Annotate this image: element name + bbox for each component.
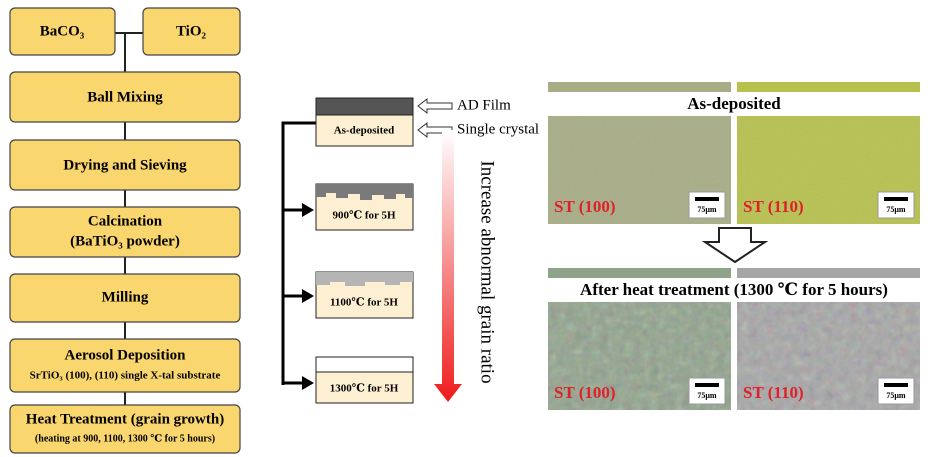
bracket: [281, 121, 316, 385]
ad-film: [315, 97, 414, 116]
image-label: ST (110): [743, 383, 804, 402]
step-title: Aerosol Deposition: [65, 347, 187, 363]
sample-label: As-deposited: [334, 125, 395, 137]
scale-bar-box: [877, 377, 915, 405]
scale-bar-box: [877, 191, 915, 219]
scale-bar-label: 75μm: [886, 205, 906, 214]
input-label: TiO₂: [176, 23, 207, 39]
step-box: [9, 139, 241, 191]
step-title: Calcination: [88, 213, 163, 229]
group-title: After heat treatment (1300 ℃ for 5 hours…: [580, 280, 888, 299]
step-box: [9, 404, 241, 454]
step-title: Milling: [102, 289, 149, 305]
image-label: ST (110): [743, 197, 804, 216]
scale-bar-label: 75μm: [697, 391, 717, 400]
ad-film: [316, 272, 413, 286]
sample-label: 900℃ for 5H: [332, 210, 396, 222]
ad-film: [316, 184, 413, 200]
step-subtitle: SrTiO₃ (100), (110) single X-tal substra…: [30, 370, 221, 382]
trend-label: Increase abnormal grain ratio: [477, 160, 498, 383]
step-title: Drying and Sieving: [63, 157, 187, 173]
image-label: ST (100): [554, 383, 616, 402]
micrographs: ST (100) 75μm ST (110) 75μm As-deposited ST (…: [548, 82, 920, 410]
layer-label: Single crystal: [457, 121, 539, 137]
scale-bar-label: 75μm: [697, 205, 717, 214]
flowchart: [115, 32, 143, 405]
sample-label: 1300℃ for 5H: [330, 383, 399, 395]
image-strip: [737, 82, 920, 92]
input-label: BaCO₃: [40, 23, 85, 39]
step-title: Ball Mixing: [87, 89, 163, 105]
step-box: [9, 206, 241, 258]
image-strip: [737, 268, 920, 278]
scale-bar-box: [688, 191, 726, 219]
step-subtitle: (BaTiO₃ powder): [70, 233, 180, 249]
arrow-heads: [302, 203, 314, 390]
scale-bar-box: [688, 377, 726, 405]
input-box: [142, 7, 241, 56]
image-strip: [548, 82, 731, 92]
substrate: [315, 114, 414, 147]
step-box: [9, 273, 241, 323]
step-box: [9, 71, 241, 123]
group-title: As-deposited: [687, 94, 781, 113]
image-label: ST (100): [554, 197, 616, 216]
down-arrow: [701, 227, 769, 264]
hollow-arrow: [417, 97, 453, 139]
image-strip: [548, 268, 731, 278]
layer-label: AD Film: [457, 97, 511, 113]
step-box: [9, 338, 241, 393]
sample-label: 1100℃ for 5H: [330, 297, 398, 309]
trend-arrow: [434, 130, 462, 402]
step-title: Heat Treatment (grain growth): [26, 411, 224, 427]
ad-film: [315, 356, 414, 373]
step-subtitle: (heating at 900, 1100, 1300 ℃ for 5 hour…: [35, 433, 215, 444]
scale-bar-label: 75μm: [886, 391, 906, 400]
input-box: [9, 7, 116, 56]
